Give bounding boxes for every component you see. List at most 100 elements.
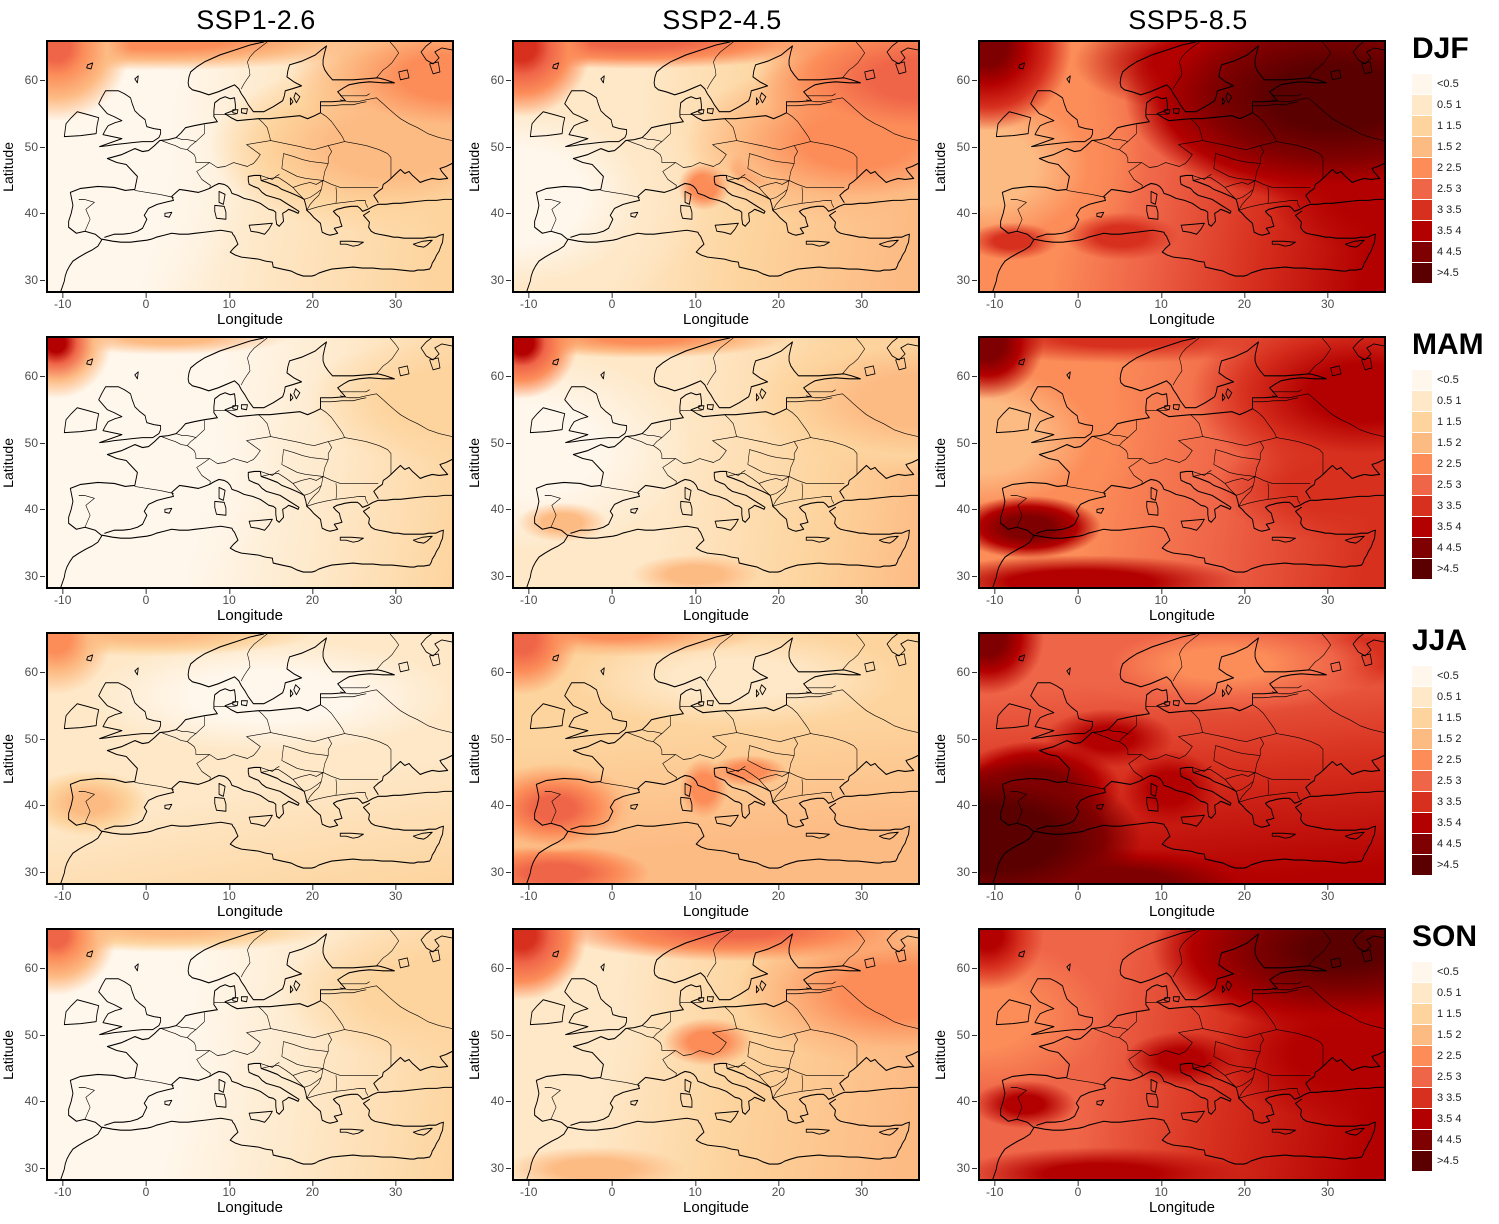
x-axis-label: Longitude	[217, 311, 283, 328]
map-canvas	[46, 928, 454, 1181]
map-canvas	[978, 928, 1386, 1181]
y-tick-label: 40	[24, 1094, 46, 1109]
legend-bin-label: 3.5 4	[1437, 225, 1462, 237]
figure-row-djf: Latitude 60 50 40 30 -10 0 10 20 30 Longitude Lati…	[0, 32, 1499, 336]
legend-entry: 3 3.5	[1412, 792, 1498, 812]
x-tick-label: 20	[305, 293, 320, 311]
y-tick-label: 40	[956, 206, 978, 221]
column-title-ssp2-45: SSP2-4.5	[662, 4, 782, 35]
side-column-djf: DJF <0.5 0.5 1 1 1.5 1.5 2 2 2.5 2.5 3 3 3.5 3.…	[1398, 32, 1498, 336]
panel-mam-ssp2-45: Latitude 60 50 40 30 -10 0 10 20 30 Longitude	[466, 336, 932, 632]
legend-entry: 0.5 1	[1412, 983, 1498, 1003]
y-tick-label: 50	[956, 435, 978, 450]
legend-entry: 4 4.5	[1412, 242, 1498, 262]
x-tick-label: 30	[388, 293, 403, 311]
legend-entry: 2 2.5	[1412, 750, 1498, 770]
country-borders-overlay	[526, 42, 918, 291]
legend-bin-label: 0.5 1	[1437, 395, 1462, 407]
legend-swatch	[1412, 1151, 1432, 1171]
legend-bin-label: <0.5	[1437, 966, 1459, 978]
europe-borders-use	[992, 930, 1384, 1179]
legend-mam: <0.5 0.5 1 1 1.5 1.5 2 2 2.5 2.5 3 3 3.5 3.5 4 4…	[1412, 370, 1498, 579]
x-axis-ticks: -10 0 10 20 30	[46, 589, 454, 607]
map-canvas	[978, 40, 1386, 293]
y-tick-label: 50	[490, 1027, 512, 1042]
legend-bin-label: 1.5 2	[1437, 733, 1462, 745]
legend-swatch	[1412, 750, 1432, 770]
country-borders-overlay	[60, 930, 452, 1179]
x-tick-label: 20	[771, 885, 786, 903]
legend-entry: 3 3.5	[1412, 496, 1498, 516]
x-tick-label: 30	[1320, 885, 1335, 903]
y-tick-label: 60	[490, 368, 512, 383]
x-axis-label: Longitude	[1149, 1199, 1215, 1216]
x-tick-label: 20	[1237, 885, 1252, 903]
legend-swatch	[1412, 242, 1432, 262]
europe-borders-use	[992, 634, 1384, 883]
country-borders-overlay	[60, 338, 452, 587]
y-tick-label: 30	[956, 1160, 978, 1175]
x-tick-label: -10	[54, 1181, 72, 1199]
europe-borders-use	[526, 42, 918, 291]
panel-son-ssp1-26: Latitude 60 50 40 30 -10 0 10 20 30 Longitude	[0, 928, 466, 1224]
anomaly-field	[48, 42, 452, 291]
y-tick-label: 30	[956, 864, 978, 879]
legend-entry: 3.5 4	[1412, 813, 1498, 833]
europe-borders-use	[60, 634, 452, 883]
y-axis-ticks: 60 50 40 30	[482, 40, 512, 293]
legend-bin-label: 4 4.5	[1437, 1134, 1462, 1146]
legend-bin-label: 2.5 3	[1437, 1071, 1462, 1083]
y-tick-label: 40	[490, 798, 512, 813]
y-tick-label: 30	[24, 272, 46, 287]
y-axis-label: Latitude	[466, 141, 482, 192]
figure-row-son: Latitude 60 50 40 30 -10 0 10 20 30 Longitude Lati…	[0, 920, 1499, 1224]
x-axis-ticks: -10 0 10 20 30	[978, 1181, 1386, 1199]
legend-swatch	[1412, 1088, 1432, 1108]
x-tick-label: 0	[1074, 1181, 1082, 1199]
x-axis-label: Longitude	[217, 607, 283, 624]
x-tick-label: 30	[854, 589, 869, 607]
row-label-jja: JJA	[1412, 624, 1468, 657]
legend-entry: 2 2.5	[1412, 454, 1498, 474]
x-tick-label: 30	[388, 1181, 403, 1199]
legend-bin-label: 3.5 4	[1437, 817, 1462, 829]
legend-bin-label: 4 4.5	[1437, 838, 1462, 850]
panel-son-ssp5-85: Latitude 60 50 40 30 -10 0 10 20 30 Longitude	[932, 928, 1398, 1224]
legend-bin-label: 3 3.5	[1437, 796, 1462, 808]
legend-entry: 2.5 3	[1412, 179, 1498, 199]
legend-entry: <0.5	[1412, 962, 1498, 982]
y-axis-label: Latitude	[0, 141, 16, 192]
x-tick-label: 20	[1237, 1181, 1252, 1199]
x-tick-label: 0	[1074, 293, 1082, 311]
country-borders-overlay	[992, 338, 1384, 587]
legend-swatch	[1412, 1109, 1432, 1129]
x-tick-label: -10	[986, 885, 1004, 903]
x-tick-label: 30	[854, 1181, 869, 1199]
x-axis-ticks: -10 0 10 20 30	[512, 293, 920, 311]
x-tick-label: 0	[608, 1181, 616, 1199]
legend-bin-label: 1 1.5	[1437, 416, 1462, 428]
x-tick-label: 20	[771, 589, 786, 607]
legend-bin-label: >4.5	[1437, 267, 1459, 279]
y-tick-label: 60	[490, 960, 512, 975]
x-tick-label: 10	[688, 293, 702, 311]
y-tick-label: 30	[24, 1160, 46, 1175]
legend-swatch	[1412, 559, 1432, 579]
country-borders-overlay	[992, 634, 1384, 883]
legend-swatch	[1412, 729, 1432, 749]
x-tick-label: 10	[688, 885, 702, 903]
legend-entry: 3.5 4	[1412, 517, 1498, 537]
legend-entry: 4 4.5	[1412, 1130, 1498, 1150]
x-tick-label: -10	[520, 293, 538, 311]
x-tick-label: 0	[142, 589, 150, 607]
country-borders-overlay	[992, 42, 1384, 291]
country-borders-overlay	[60, 42, 452, 291]
y-tick-label: 40	[24, 798, 46, 813]
y-tick-label: 40	[956, 1094, 978, 1109]
y-tick-label: 60	[956, 960, 978, 975]
anomaly-field	[514, 42, 918, 291]
x-axis-ticks: -10 0 10 20 30	[978, 885, 1386, 903]
legend-entry: >4.5	[1412, 263, 1498, 283]
x-tick-label: -10	[520, 589, 538, 607]
y-tick-label: 60	[956, 664, 978, 679]
